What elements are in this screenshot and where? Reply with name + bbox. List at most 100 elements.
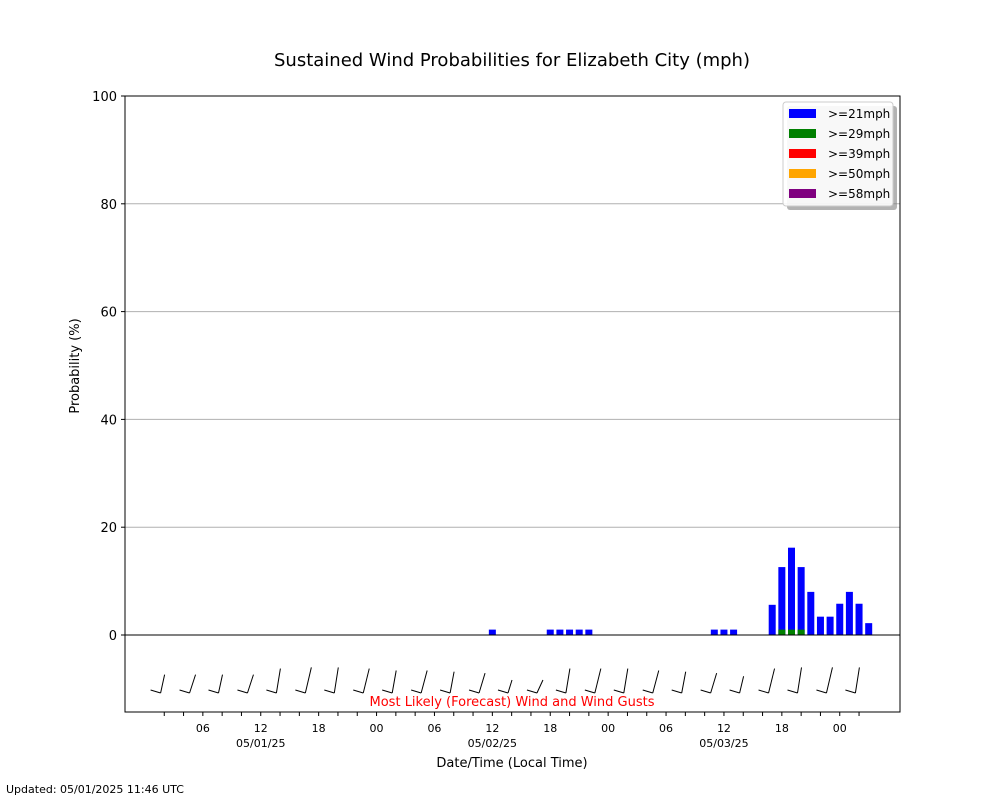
legend-entry: >=58mph bbox=[828, 187, 890, 201]
wind-barb bbox=[266, 668, 281, 694]
probability-bars bbox=[488, 547, 873, 635]
wind-barb-flag bbox=[208, 689, 219, 694]
wind-barb bbox=[382, 670, 397, 694]
x-date-label: 05/03/25 bbox=[699, 737, 748, 750]
bar bbox=[546, 629, 554, 635]
x-tick-label: 18 bbox=[312, 722, 326, 735]
wind-barb bbox=[555, 668, 571, 694]
bar bbox=[788, 547, 795, 635]
bar bbox=[788, 629, 795, 635]
wind-barb-shaft bbox=[825, 667, 833, 694]
legend-entry: >=39mph bbox=[828, 147, 890, 161]
wind-barb bbox=[411, 670, 428, 694]
bar bbox=[720, 629, 728, 635]
bar bbox=[797, 629, 805, 635]
wind-barb-shaft bbox=[536, 679, 544, 694]
bar bbox=[566, 629, 574, 635]
wind-barb-flag bbox=[642, 689, 653, 694]
grid-lines bbox=[125, 203, 900, 528]
updated-timestamp: Updated: 05/01/2025 11:46 UTC bbox=[6, 783, 184, 796]
wind-barb-shaft bbox=[710, 672, 718, 694]
y-axis-label: Probability (%) bbox=[68, 318, 83, 413]
bar bbox=[730, 629, 738, 635]
wind-barb-shaft bbox=[449, 671, 455, 694]
y-tick-label: 60 bbox=[100, 306, 117, 321]
wind-barb bbox=[526, 679, 544, 694]
bar bbox=[488, 629, 496, 635]
wind-barb bbox=[642, 670, 660, 694]
wind-barb-flag bbox=[613, 689, 624, 694]
y-tick-label: 0 bbox=[109, 629, 117, 644]
wind-barb bbox=[324, 667, 339, 694]
wind-barb-shaft bbox=[275, 668, 281, 694]
x-tick-label: 06 bbox=[427, 722, 441, 735]
plot-frame bbox=[124, 95, 901, 713]
bar bbox=[826, 616, 834, 635]
wind-barb-shaft bbox=[189, 674, 197, 694]
wind-barb-flag bbox=[179, 689, 190, 694]
wind-barb bbox=[671, 671, 687, 694]
wind-barb-shaft bbox=[160, 674, 166, 694]
bar bbox=[575, 629, 583, 635]
wind-barb-shaft bbox=[333, 667, 339, 694]
wind-barb-shaft bbox=[218, 674, 223, 694]
x-tick-label: 18 bbox=[543, 722, 557, 735]
x-tick-label: 00 bbox=[833, 722, 847, 735]
wind-barb-flag bbox=[439, 689, 451, 694]
wind-barb-flag bbox=[353, 689, 364, 694]
wind-barb bbox=[295, 667, 312, 694]
wind-barb bbox=[179, 674, 197, 694]
wind-barb bbox=[150, 674, 166, 694]
wind-barb-flag bbox=[150, 689, 161, 694]
wind-barb-flag bbox=[324, 689, 335, 694]
bar bbox=[768, 604, 776, 635]
wind-barb-shaft bbox=[623, 668, 629, 694]
wind-barb-shaft bbox=[739, 676, 745, 694]
wind-barb bbox=[439, 671, 455, 694]
y-tick-label: 20 bbox=[100, 521, 117, 536]
wind-barb bbox=[613, 668, 629, 694]
wind-barb-flag bbox=[468, 689, 480, 694]
wind-barb-shaft bbox=[854, 667, 860, 694]
wind-barb-flag bbox=[411, 689, 422, 694]
wind-barb bbox=[787, 667, 802, 694]
bar bbox=[585, 629, 593, 635]
wind-barb-flag bbox=[845, 689, 856, 694]
wind-barb bbox=[758, 668, 776, 694]
wind-barb-flag bbox=[758, 689, 769, 694]
chart-title: Sustained Wind Probabilities for Elizabe… bbox=[274, 50, 750, 71]
legend-swatch bbox=[789, 189, 816, 198]
y-axis-ticks: 0 20 40 60 80 100 bbox=[92, 90, 125, 644]
x-tick-label: 18 bbox=[775, 722, 789, 735]
axes bbox=[124, 95, 901, 713]
bar bbox=[778, 629, 786, 635]
bar bbox=[855, 603, 863, 635]
x-tick-label: 06 bbox=[659, 722, 673, 735]
wind-barb-shaft bbox=[594, 668, 602, 694]
x-tick-label: 00 bbox=[601, 722, 615, 735]
x-axis-label: Date/Time (Local Time) bbox=[436, 756, 587, 771]
x-tick-label: 00 bbox=[370, 722, 384, 735]
x-date-label: 05/02/25 bbox=[468, 737, 517, 750]
wind-barb-flag bbox=[237, 689, 248, 694]
wind-panel-label: Most Likely (Forecast) Wind and Wind Gus… bbox=[370, 695, 655, 710]
wind-barb-shaft bbox=[768, 668, 776, 694]
legend-swatch bbox=[789, 109, 816, 118]
wind-barb-shaft bbox=[681, 671, 687, 694]
wind-barb-flag bbox=[671, 689, 682, 694]
legend-swatch bbox=[789, 129, 816, 138]
wind-barb-flag bbox=[295, 689, 306, 694]
bar bbox=[836, 603, 844, 635]
legend-box bbox=[782, 101, 894, 207]
y-tick-label: 40 bbox=[100, 413, 117, 428]
wind-barb bbox=[584, 668, 602, 694]
x-axis-ticks: 06 12 05/01/25 18 00 06 12 05/02/25 18 00 06 12 05/0… bbox=[163, 712, 860, 750]
wind-barb-shaft bbox=[362, 668, 370, 694]
wind-barb bbox=[729, 676, 745, 694]
legend-swatch bbox=[789, 169, 816, 178]
wind-barb-flag bbox=[584, 689, 595, 694]
wind-barb-flag bbox=[816, 689, 827, 694]
wind-barb bbox=[468, 672, 486, 694]
bar bbox=[778, 567, 786, 635]
